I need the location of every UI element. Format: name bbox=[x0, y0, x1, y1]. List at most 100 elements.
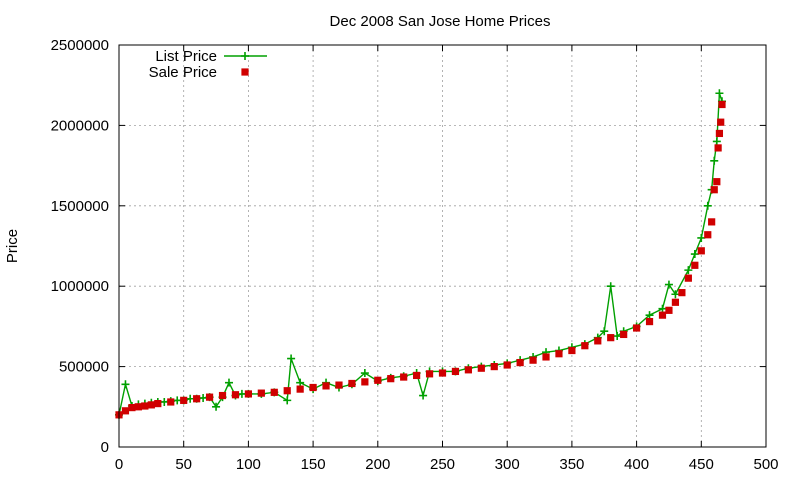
data-point bbox=[464, 366, 472, 374]
data-point bbox=[147, 401, 155, 409]
data-point bbox=[361, 378, 369, 386]
data-point bbox=[658, 304, 667, 313]
y-tick-label: 2000000 bbox=[51, 117, 109, 134]
data-point bbox=[715, 89, 724, 98]
data-point bbox=[283, 387, 291, 395]
data-point bbox=[348, 379, 356, 388]
data-point bbox=[684, 266, 693, 275]
data-point bbox=[542, 353, 550, 361]
data-point bbox=[141, 402, 149, 410]
y-tick-label: 1000000 bbox=[51, 278, 109, 295]
data-point bbox=[218, 391, 227, 400]
y-tick-label: 2500000 bbox=[51, 37, 109, 54]
data-point bbox=[704, 231, 712, 239]
data-point bbox=[193, 395, 201, 403]
data-point bbox=[212, 402, 221, 411]
x-tick-label: 400 bbox=[624, 456, 649, 473]
data-point bbox=[374, 376, 382, 384]
data-point bbox=[671, 290, 680, 299]
data-point bbox=[717, 118, 725, 126]
legend: List Price Sale Price bbox=[149, 48, 267, 81]
data-point bbox=[710, 186, 718, 194]
data-point bbox=[594, 337, 602, 345]
data-point bbox=[658, 311, 667, 319]
data-point bbox=[283, 396, 292, 405]
series-list-price bbox=[115, 89, 727, 419]
data-point bbox=[387, 375, 395, 383]
data-point bbox=[451, 367, 460, 376]
data-point bbox=[600, 327, 609, 336]
data-point bbox=[697, 233, 706, 242]
data-point bbox=[613, 332, 622, 341]
data-point bbox=[713, 178, 721, 186]
data-point bbox=[645, 311, 654, 320]
y-axis-title: Price bbox=[4, 229, 21, 263]
data-point bbox=[121, 380, 130, 389]
data-point bbox=[180, 396, 188, 404]
data-point bbox=[691, 261, 699, 269]
x-tick-label: 450 bbox=[689, 456, 714, 473]
data-point bbox=[400, 373, 408, 381]
data-point bbox=[607, 334, 615, 342]
data-point bbox=[296, 385, 304, 393]
data-point bbox=[581, 342, 589, 350]
x-tick-label: 250 bbox=[430, 456, 455, 473]
data-point bbox=[503, 361, 511, 369]
data-point bbox=[309, 383, 317, 392]
data-point bbox=[128, 404, 136, 412]
legend-swatch-sale-price bbox=[241, 68, 249, 76]
data-point bbox=[633, 324, 641, 332]
data-point bbox=[718, 100, 726, 109]
data-point bbox=[703, 201, 712, 210]
legend-marker bbox=[241, 52, 249, 60]
data-point bbox=[205, 393, 214, 401]
data-point bbox=[231, 391, 240, 399]
data-point bbox=[244, 390, 252, 398]
x-tick-label: 200 bbox=[365, 456, 390, 473]
data-point bbox=[477, 364, 485, 372]
data-point bbox=[529, 356, 537, 364]
data-point bbox=[697, 247, 705, 255]
data-point bbox=[419, 391, 428, 400]
data-point bbox=[645, 317, 654, 326]
data-point bbox=[360, 369, 369, 378]
x-tick-label: 0 bbox=[115, 456, 123, 473]
data-point bbox=[620, 330, 628, 339]
data-point bbox=[425, 370, 434, 378]
data-point bbox=[684, 274, 692, 282]
chart-title: Dec 2008 San Jose Home Prices bbox=[330, 13, 551, 30]
axis-ticks: 0 50 100 150 200 250 300 350 400 450 500 0 500000 100… bbox=[51, 37, 779, 473]
data-point bbox=[690, 250, 699, 259]
data-point bbox=[134, 403, 143, 411]
data-point bbox=[664, 280, 673, 289]
data-point bbox=[167, 398, 175, 406]
data-point bbox=[710, 156, 719, 165]
x-tick-label: 100 bbox=[236, 456, 261, 473]
data-point bbox=[516, 358, 524, 367]
data-point bbox=[270, 388, 278, 396]
data-point bbox=[154, 399, 162, 408]
data-point bbox=[335, 381, 343, 389]
data-point bbox=[712, 137, 721, 146]
data-point bbox=[296, 378, 305, 387]
data-point bbox=[715, 129, 724, 138]
series-sale-price bbox=[115, 100, 726, 419]
data-point bbox=[438, 369, 447, 377]
legend-swatch-list-price bbox=[224, 52, 267, 60]
x-tick-label: 150 bbox=[301, 456, 326, 473]
data-point bbox=[568, 346, 576, 355]
data-point bbox=[257, 389, 265, 397]
series-layer bbox=[115, 89, 727, 419]
x-tick-label: 300 bbox=[495, 456, 520, 473]
data-point bbox=[160, 397, 169, 406]
y-tick-label: 1500000 bbox=[51, 198, 109, 215]
data-point bbox=[606, 282, 615, 291]
data-point bbox=[224, 378, 233, 387]
y-tick-label: 500000 bbox=[59, 359, 109, 376]
data-point bbox=[708, 218, 716, 226]
grid bbox=[119, 45, 766, 447]
data-point bbox=[714, 144, 722, 152]
data-point bbox=[287, 354, 296, 363]
